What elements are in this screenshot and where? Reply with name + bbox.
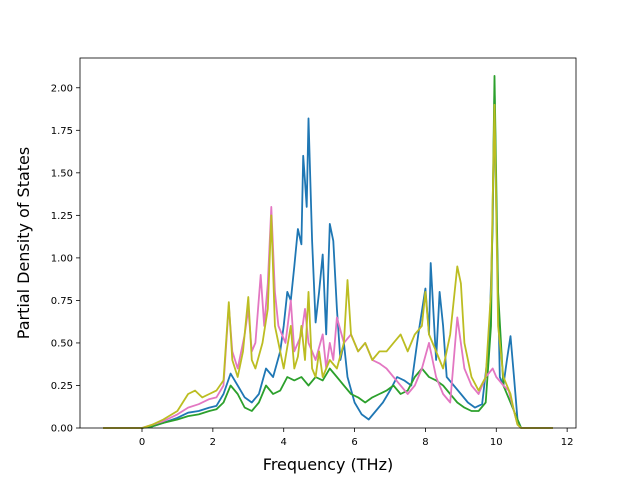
- series-line-0: [103, 86, 553, 429]
- x-tick-label: 2: [210, 437, 216, 448]
- x-tick-label: 12: [561, 437, 574, 448]
- y-tick-label: 2.00: [51, 83, 73, 94]
- x-axis-label: Frequency (THz): [263, 455, 393, 474]
- y-tick-label: 0.00: [51, 424, 73, 435]
- x-tick-label: 6: [351, 437, 357, 448]
- x-axis-ticks: 0 2 4 6 8 10 12: [139, 428, 574, 448]
- y-tick-label: 1.25: [51, 211, 73, 222]
- x-tick-label: 8: [422, 437, 428, 448]
- y-axis-ticks: 0.00 0.25 0.50 0.75 1.00 1.25 1.50 1.75 2.00: [51, 83, 80, 435]
- series-line-1: [103, 75, 553, 429]
- y-tick-label: 1.75: [51, 126, 73, 137]
- series-layer: [103, 75, 553, 429]
- y-tick-label: 0.75: [51, 296, 73, 307]
- y-axis-label: Partial Density of States: [14, 147, 33, 339]
- x-tick-label: 10: [490, 437, 503, 448]
- axes-frame: [79, 57, 577, 429]
- y-tick-label: 1.50: [51, 168, 73, 179]
- y-tick-label: 1.00: [51, 253, 73, 264]
- y-tick-label: 0.25: [51, 381, 73, 392]
- series-line-3: [103, 103, 553, 429]
- x-tick-label: 0: [139, 437, 145, 448]
- x-tick-label: 4: [281, 437, 287, 448]
- y-tick-label: 0.50: [51, 338, 73, 349]
